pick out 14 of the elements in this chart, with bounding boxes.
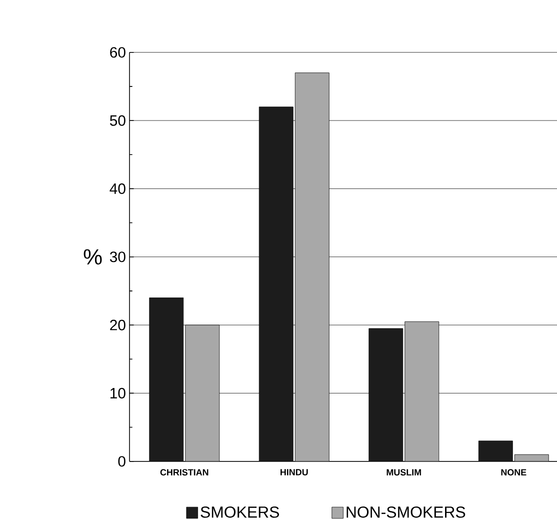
legend-label: SMOKERS	[200, 506, 279, 518]
x-tick-label: NONE	[501, 469, 526, 476]
y-tick-label: 50	[110, 115, 126, 126]
x-tick-label: HINDU	[280, 469, 308, 476]
x-tick-label: MUSLIM	[386, 469, 421, 476]
y-axis-title: %	[84, 249, 102, 265]
y-tick-label: 30	[110, 252, 126, 262]
legend-label: NON-SMOKERS	[346, 506, 466, 518]
y-tick-label: 40	[110, 183, 126, 194]
y-tick-label: 0	[118, 456, 126, 467]
y-tick-label: 10	[110, 388, 126, 398]
x-tick-label: CHRISTIAN	[160, 469, 208, 476]
y-tick-label: 60	[110, 47, 126, 58]
y-tick-label: 20	[110, 320, 126, 330]
